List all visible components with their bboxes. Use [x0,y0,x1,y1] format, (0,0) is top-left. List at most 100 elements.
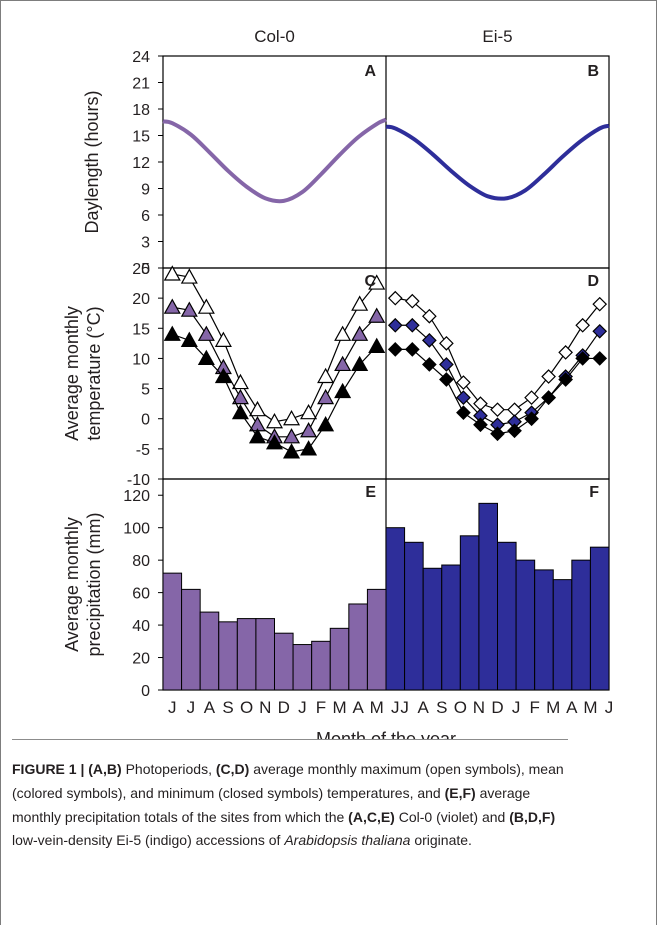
temperature-point-c [248,400,266,417]
x-tick-label: A [352,698,364,717]
y-tick-label-temperature: 5 [141,382,150,399]
temperature-line-c-0 [172,273,378,423]
precip-bar-f [497,541,517,691]
temperature-point-c [317,388,335,405]
precip-bar-e [329,627,350,691]
figure-panels: Col-0 Ei-5 A B C D E F 0 3 6 9 12 15 18 21 24 -10 -5 0 5 10 15… [62,27,613,740]
temperature-point-c [317,416,335,432]
temperature-point-d [507,423,522,439]
temperature-point-c [231,388,249,405]
y-tick-label-temperature: -5 [136,442,150,459]
y-tick-label-precipitation: 80 [132,553,150,570]
precip-bar-e [218,621,238,691]
temperature-point-c [231,373,249,390]
y-tick-label-temperature: 15 [132,321,150,338]
temperature-point-c [265,434,284,450]
x-axis-title: Month of the year [316,729,456,740]
y-tick-label-precipitation: 40 [132,618,150,635]
x-tick-label: F [316,698,326,717]
caption-ref-ab: (A,B) [88,761,122,777]
temperature-point-d [404,342,420,357]
temperature-point-c [214,331,232,347]
temperature-point-c [334,382,352,399]
y-axis-title-temperature-line1: Average monthly [62,306,82,441]
temperature-point-c [197,298,215,314]
x-tick-label: M [370,698,384,717]
x-tick-label: D [278,698,290,717]
panel-letter-f: F [589,484,599,501]
x-tick-label: N [473,698,485,717]
temperature-point-d [575,317,591,333]
y-axis-title-daylength: Daylength (hours) [82,90,102,233]
column-title-ei5: Ei-5 [482,27,512,46]
daylength-line-a [162,117,387,204]
temperature-point-c [334,355,352,372]
caption-label: FIGURE 1 | [12,761,89,777]
temperature-point-d [439,357,454,372]
temperature-point-c [180,268,198,284]
y-tick-label-daylength: 24 [132,49,150,66]
x-tick-label: N [259,698,271,717]
y-tick-label-temperature: -10 [127,472,150,489]
temperature-point-c [317,367,335,384]
panel-letter-d: D [587,273,599,290]
temperature-point-d [507,402,522,418]
x-tick-label: M [583,698,597,717]
y-tick-label-daylength: 6 [141,208,150,225]
y-tick-label-precipitation: 120 [123,488,150,505]
temperature-point-c [180,301,198,317]
temperature-point-c [368,337,386,353]
temperature-point-c [197,325,215,341]
temperature-point-d [541,369,556,384]
x-tick-label: J [400,698,409,717]
marks-layer [162,117,610,691]
y-axis-title-temperature-line2: temperature (°C) [84,306,104,440]
temperature-point-d [422,308,437,324]
precip-bar-f [441,564,461,691]
precip-bar-e [292,644,313,691]
x-tick-label: A [417,698,429,717]
temperature-point-c [231,403,249,420]
caption-text-1: Photoperiods, [121,761,216,777]
x-tick-label: M [332,698,346,717]
temperature-point-d [592,323,608,339]
temperature-point-d [404,317,420,333]
temperature-point-d [439,372,454,387]
x-tick-label: A [204,698,216,717]
caption-ref-cd: (C,D) [215,761,250,777]
y-axis-title-precipitation-line2: precipitation (mm) [84,512,104,656]
temperature-point-d [490,426,505,442]
y-tick-label-precipitation: 100 [123,521,150,538]
temperature-point-c [163,325,181,341]
temperature-point-c [368,307,386,323]
x-tick-label: J [605,698,614,717]
caption-ref-ef: (E,F) [444,784,476,801]
precip-bar-e [366,588,387,691]
precip-bar-e [311,640,331,691]
temperature-point-c [368,274,386,290]
x-tick-label: F [529,698,539,717]
precip-bar-f [552,579,573,691]
y-axis-title-temperature: Average monthly temperature (°C) [62,306,104,441]
panel-letter-c: C [364,273,376,290]
temperature-point-c [300,422,318,438]
temperature-point-d [422,332,437,348]
labels-layer: Col-0 Ei-5 A B C D E F 0 3 6 9 12 15 18 21 24 -10 -5 0 5 10 15… [62,27,613,740]
temperature-point-d [524,411,539,427]
figure-caption: FIGURE 1 | (A,B) Photoperiods, (C,D) ave… [12,758,572,853]
x-tick-label: S [436,698,447,717]
temperature-point-d [456,375,471,390]
temperature-point-c [283,443,301,459]
temperature-point-d [592,351,608,366]
precip-bar-e [162,572,183,691]
temperature-point-d [592,296,608,312]
y-tick-label-daylength: 15 [132,129,150,146]
temperature-point-c [351,325,369,341]
x-tick-label: D [491,698,503,717]
x-tick-label: O [454,698,467,717]
temperature-point-c [283,409,301,426]
y-tick-label-daylength: 9 [141,182,150,199]
caption-text-2: average monthly maximum (open symbols), … [12,761,564,801]
temperature-point-d [473,417,488,433]
temperature-point-c [334,325,352,341]
